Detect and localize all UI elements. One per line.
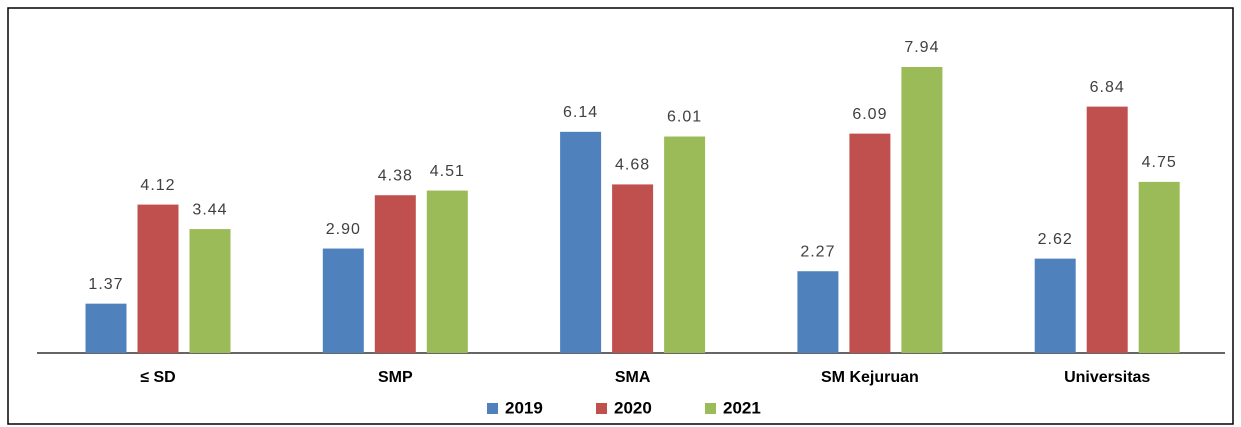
data-label: 1.37: [88, 276, 123, 293]
data-label: 7.94: [904, 39, 939, 56]
data-label: 4.68: [615, 157, 650, 174]
data-label: 4.38: [378, 167, 413, 184]
data-label: 3.44: [192, 201, 227, 218]
bar: [374, 195, 416, 353]
bar: [426, 190, 468, 353]
x-tick-label: ≤ SD: [140, 369, 175, 386]
data-label: 4.51: [430, 163, 465, 180]
bar: [664, 136, 706, 353]
legend-label: 2021: [723, 398, 761, 417]
bar: [612, 184, 654, 353]
data-label: 4.12: [140, 177, 175, 194]
x-tick-label: Universitas: [1064, 369, 1150, 386]
bar: [849, 133, 891, 353]
data-label: 6.14: [563, 104, 598, 121]
data-label: 2.90: [326, 221, 361, 238]
data-label: 6.01: [667, 109, 702, 126]
bar: [85, 303, 127, 353]
legend-swatch: [487, 403, 498, 414]
bar: [1034, 258, 1076, 353]
bar: [322, 248, 364, 353]
x-tick-label: SM Kejuruan: [821, 369, 919, 386]
bar: [189, 229, 231, 353]
x-tick-label: SMA: [615, 369, 651, 386]
bar: [901, 67, 943, 353]
data-label: 2.62: [1038, 231, 1073, 248]
data-label: 4.75: [1142, 154, 1177, 171]
bar: [560, 131, 602, 353]
legend-swatch: [596, 403, 607, 414]
data-label: 6.84: [1090, 79, 1125, 96]
x-tick-label: SMP: [378, 369, 413, 386]
bar: [1138, 181, 1180, 353]
bar: [797, 271, 839, 353]
data-label: 6.09: [852, 106, 887, 123]
legend-label: 2019: [505, 398, 543, 417]
bar: [137, 204, 179, 353]
legend-label: 2020: [614, 398, 652, 417]
bar: [1086, 106, 1128, 354]
data-label: 2.27: [800, 243, 835, 260]
legend-swatch: [705, 403, 716, 414]
